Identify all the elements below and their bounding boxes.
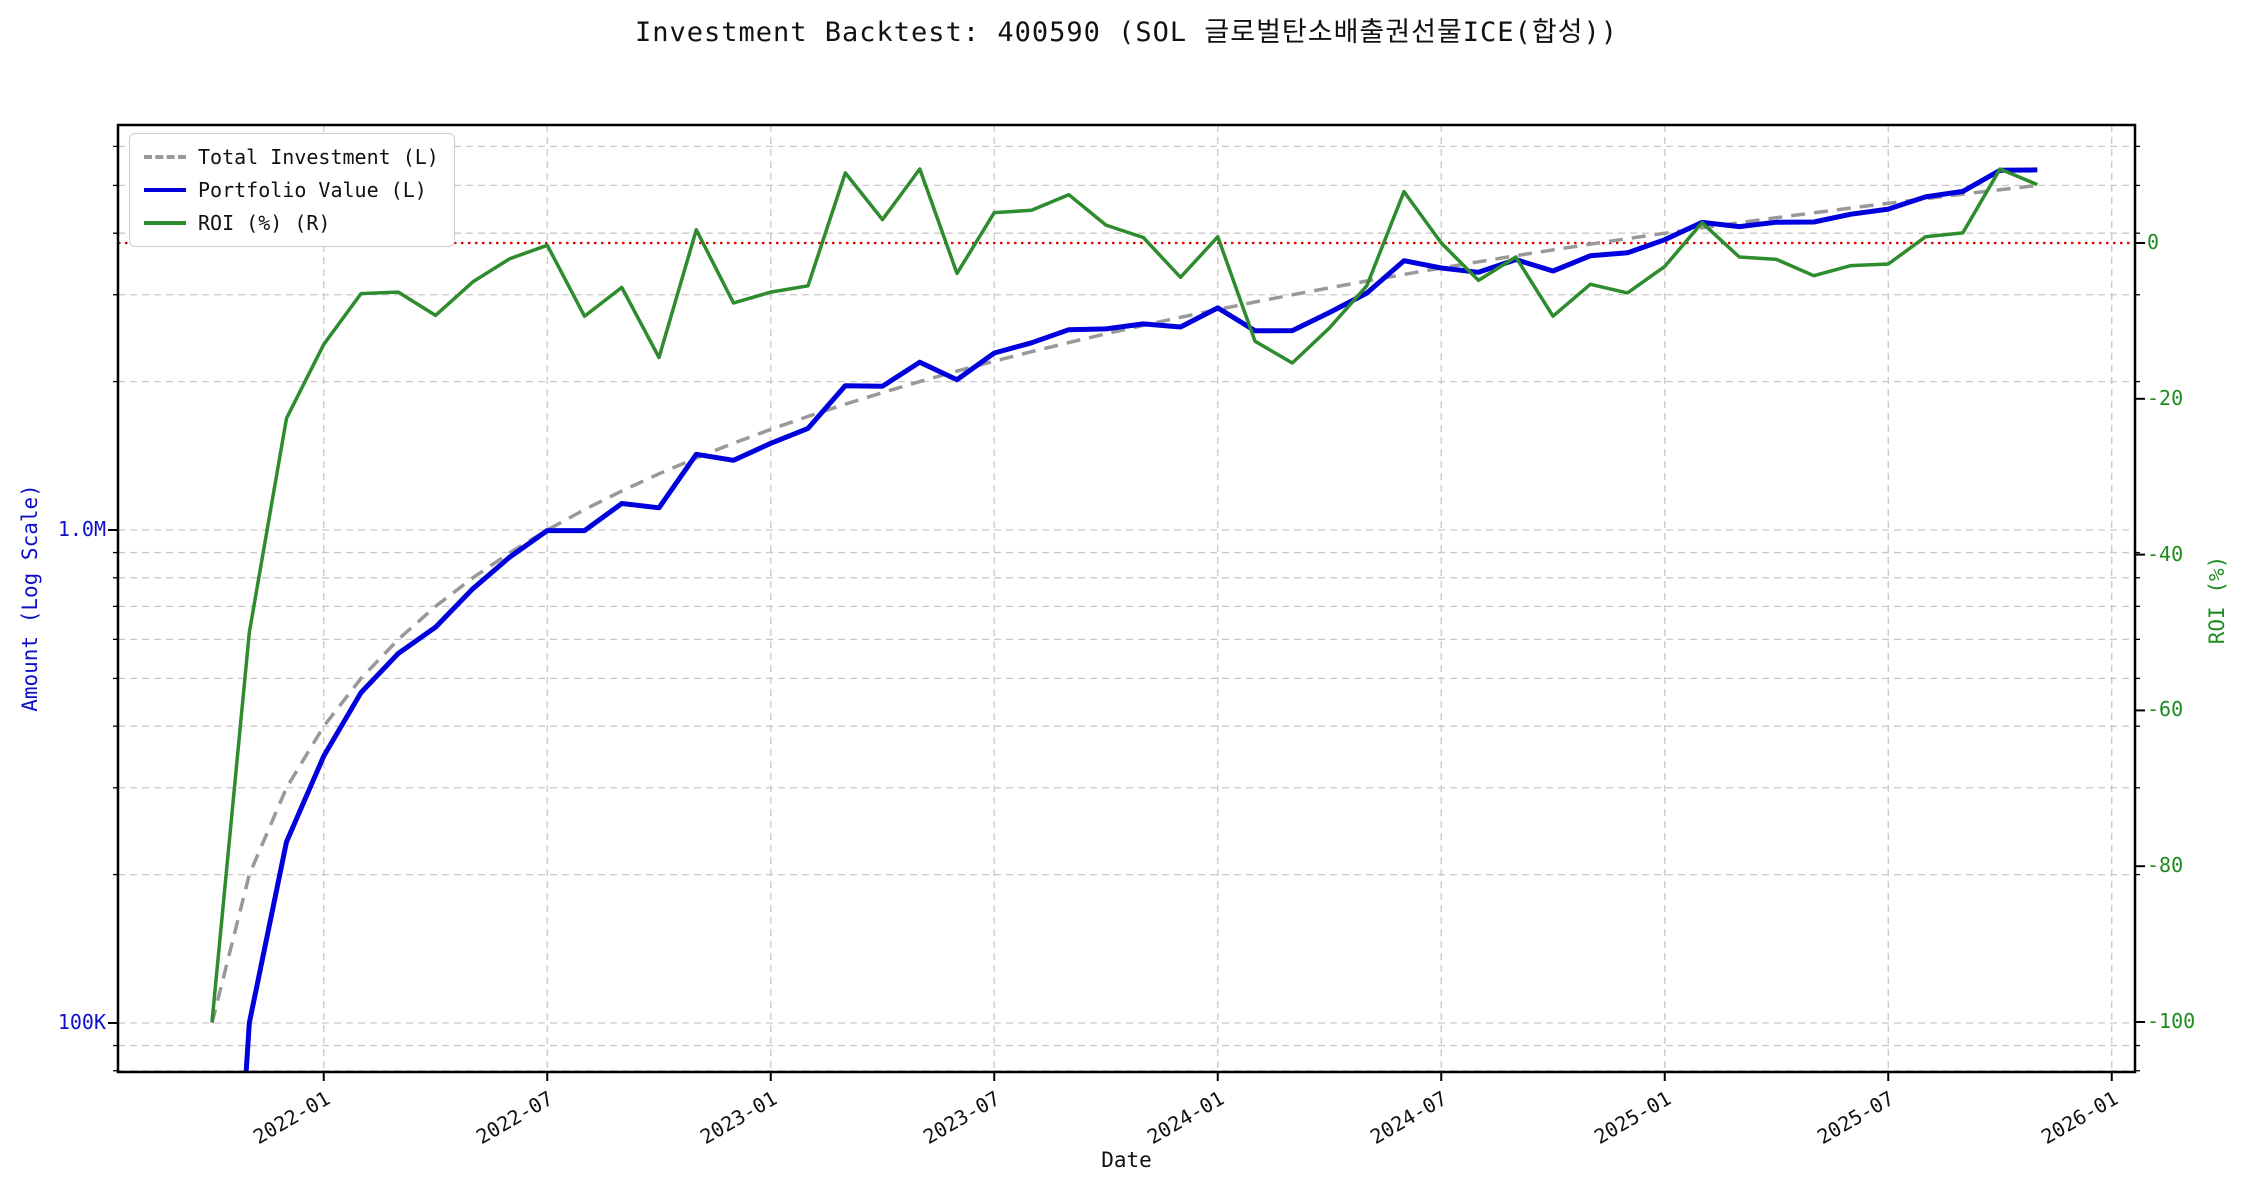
legend-label-roi: ROI (%) (R): [198, 211, 331, 235]
solid-line-swatch-icon: [144, 221, 186, 225]
legend-item-roi: ROI (%) (R): [144, 210, 440, 236]
x-axis-title: Date: [1101, 1148, 1152, 1172]
right-axis-tick-label: -40: [2147, 541, 2184, 566]
chart-line-portfolio-value: [243, 167, 2038, 1072]
right-axis-tick-label: -80: [2147, 853, 2184, 878]
right-axis-tick-label: -20: [2147, 385, 2184, 410]
dashed-line-swatch-icon: [144, 155, 186, 159]
legend-item-portfolio-value: Portfolio Value (L): [144, 177, 440, 203]
right-axis-title: ROI (%): [2205, 555, 2229, 645]
right-axis-tick-label: -100: [2147, 1009, 2196, 1033]
right-axis-tick-label: 0: [2147, 230, 2160, 254]
plot-border: [116, 123, 2137, 1074]
legend-item-total-investment: Total Investment (L): [144, 144, 440, 170]
left-axis-tick-label: 100K: [57, 1010, 106, 1034]
right-axis-tick-label: -60: [2147, 697, 2184, 722]
legend-label-total-investment: Total Investment (L): [198, 145, 439, 169]
chart-line-total-investment: [210, 183, 2038, 1024]
left-axis-tick-label: 1.0M: [57, 517, 106, 541]
legend: Total Investment (L) Portfolio Value (L)…: [129, 133, 455, 247]
solid-line-swatch-icon: [144, 188, 186, 192]
chart-title: Investment Backtest: 400590 (SOL 글로벌탄소배출…: [634, 17, 1619, 48]
legend-label-portfolio-value: Portfolio Value (L): [198, 178, 427, 202]
chart-line-roi: [210, 167, 2038, 1023]
